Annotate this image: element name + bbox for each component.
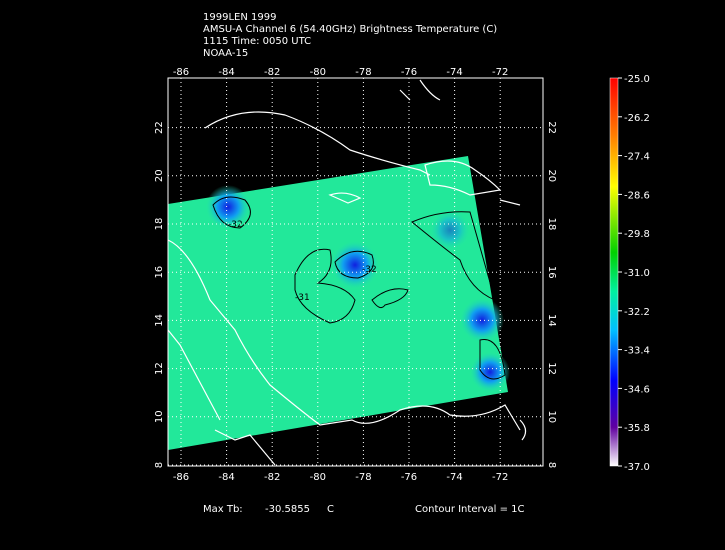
lon-label: -72: [492, 472, 508, 483]
lat-label: 12: [154, 362, 165, 375]
contours: [212, 196, 506, 380]
contour-label: -32: [228, 220, 243, 230]
lat-label: 8: [154, 462, 165, 468]
header-line: NOAA-15: [203, 48, 248, 59]
lat-label: 22: [154, 121, 165, 134]
contour-labels: -32 -31 -32: [228, 220, 377, 303]
lat-label: 16: [546, 266, 557, 279]
lat-label: 10: [546, 410, 557, 423]
lon-label: -80: [310, 472, 326, 483]
colorbar-label: -29.8: [624, 229, 650, 240]
lon-label: -78: [355, 472, 371, 483]
footer: Max Tb: -30.5855 C Contour Interval = 1C: [203, 504, 525, 515]
colorbar-label: -35.8: [624, 423, 650, 434]
header-line: 1999LEN 1999: [203, 12, 276, 23]
unit: C: [327, 504, 334, 515]
lon-label: -82: [264, 67, 280, 78]
lat-label: 8: [546, 462, 557, 468]
lat-label: 20: [154, 169, 165, 182]
map-frame: [167, 77, 544, 467]
contour-label: -31: [295, 293, 310, 303]
max-label: Max Tb:: [203, 504, 243, 515]
axis-labels: -86 -86 -84 -84 -82 -82 -80 -80 -78 -78 -76 -76 -74 -…: [154, 67, 557, 483]
lon-label: -74: [446, 472, 462, 483]
lat-label: 18: [546, 218, 557, 231]
lat-label: 12: [546, 362, 557, 375]
header-line: AMSU-A Channel 6 (54.40GHz) Brightness T…: [203, 24, 497, 35]
coastlines: [167, 79, 527, 466]
lon-label: -86: [173, 67, 189, 78]
header-line: 1115 Time: 0050 UTC: [203, 36, 311, 47]
contour-label: -32: [362, 265, 377, 275]
swath: [168, 156, 508, 450]
lat-label: 22: [546, 121, 557, 134]
lon-label: -72: [492, 67, 508, 78]
colorbar-label: -27.4: [624, 152, 650, 163]
colorbar-label: -33.4: [624, 346, 650, 357]
colorbar-label: -31.0: [624, 268, 650, 279]
colorbar: [609, 77, 619, 467]
colorbar-label: -32.2: [624, 307, 650, 318]
header: 1999LEN 1999 AMSU-A Channel 6 (54.40GHz)…: [203, 12, 497, 59]
lat-label: 10: [154, 410, 165, 423]
max-value: -30.5855: [265, 504, 310, 515]
lat-label: 16: [154, 266, 165, 279]
lon-label: -76: [401, 472, 417, 483]
colorbar-label: -37.0: [624, 462, 650, 473]
lon-label: -76: [401, 67, 417, 78]
lat-label: 14: [546, 314, 557, 327]
lon-label: -84: [218, 472, 234, 483]
contour-interval: Contour Interval = 1C: [415, 504, 525, 515]
lat-label: 20: [546, 169, 557, 182]
lon-label: -78: [355, 67, 371, 78]
lat-label: 14: [154, 314, 165, 327]
lon-label: -80: [310, 67, 326, 78]
colorbar-labels: -25.0 -26.2 -27.4 -28.6 -29.8 -31.0 -32.2 -33.4…: [618, 74, 650, 473]
colorbar-label: -26.2: [624, 113, 650, 124]
lon-label: -74: [446, 67, 462, 78]
graticule: [168, 78, 543, 466]
lon-label: -84: [218, 67, 234, 78]
colorbar-label: -28.6: [624, 190, 650, 201]
lon-label: -82: [264, 472, 280, 483]
colorbar-label: -34.6: [624, 384, 650, 395]
lon-label: -86: [173, 472, 189, 483]
colorbar-label: -25.0: [624, 74, 650, 85]
lat-label: 18: [154, 218, 165, 231]
